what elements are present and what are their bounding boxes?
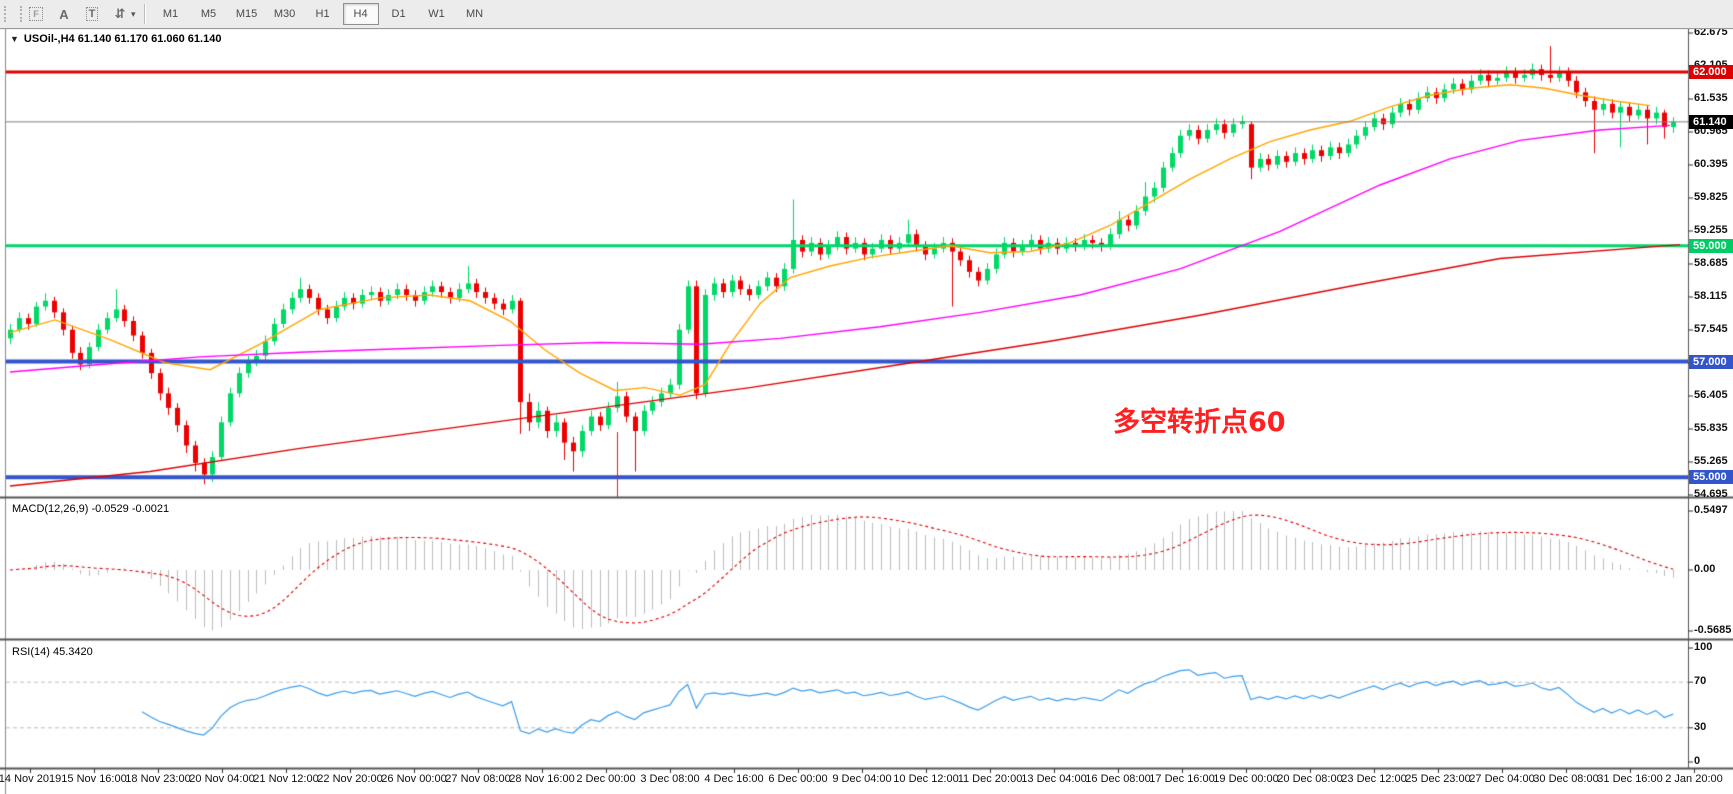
fibonacci-glyph: F <box>29 7 43 21</box>
text-box-tool-icon[interactable]: T <box>79 2 105 26</box>
date-label: 31 Dec 16:00 <box>1597 773 1663 785</box>
date-label: 16 Dec 08:00 <box>1085 773 1151 785</box>
date-label: 14 Nov 2019 <box>0 773 62 785</box>
price-tick-label: 61.535 <box>1694 91 1728 104</box>
price-tick-label: 62.675 <box>1694 26 1728 38</box>
toolbar-grip[interactable] <box>4 6 22 22</box>
price-tick-label: 56.405 <box>1694 388 1728 401</box>
date-label: 28 Nov 16:00 <box>509 773 575 785</box>
date-label: 18 Nov 23:00 <box>125 773 191 785</box>
symbol-dropdown-icon[interactable]: ▼ <box>10 34 19 44</box>
date-label: 20 Nov 04:00 <box>189 773 255 785</box>
date-label: 23 Dec 12:00 <box>1341 773 1407 785</box>
timeframe-button-m1[interactable]: M1 <box>162 8 179 20</box>
date-label: 21 Nov 12:00 <box>253 773 319 785</box>
date-label: 17 Dec 16:00 <box>1149 773 1215 785</box>
timeframe-group: M1 M5 M15 M30 H1 H4 D1 W1 MN <box>152 3 494 25</box>
price-badge-61.140: 61.140 <box>1689 114 1733 129</box>
macd-tick-label: 0.5497 <box>1694 504 1728 517</box>
chart-title-row: ▼ USOil-,H4 61.140 61.170 61.060 61.140 <box>10 33 221 45</box>
date-label: 15 Nov 16:00 <box>61 773 127 785</box>
date-label: 27 Nov 08:00 <box>445 773 511 785</box>
timeframe-button-mn[interactable]: MN <box>465 8 484 20</box>
rsi-tick-label: 0 <box>1694 755 1701 767</box>
chart-text-annotation[interactable]: 多空转折点60 <box>1113 407 1286 438</box>
date-label: 19 Dec 00:00 <box>1213 773 1279 785</box>
date-label: 27 Dec 04:00 <box>1469 773 1535 785</box>
price-tick-label: 59.825 <box>1694 190 1728 203</box>
price-tick-label: 60.395 <box>1694 157 1728 170</box>
price-tick-label: 57.545 <box>1694 322 1728 335</box>
timeframe-button-m30[interactable]: M30 <box>273 8 296 20</box>
chart-title: USOil-,H4 61.140 61.170 61.060 61.140 <box>23 33 222 45</box>
date-label: 3 Dec 08:00 <box>640 773 700 785</box>
date-label: 26 Nov 00:00 <box>381 773 447 785</box>
macd-tick-label: 0.00 <box>1694 563 1716 575</box>
date-label: 2 Dec 00:00 <box>576 773 636 785</box>
rsi-indicator-label: RSI(14) 45.3420 <box>12 646 93 658</box>
price-tick-label: 54.695 <box>1694 487 1728 500</box>
timeframe-button-h4[interactable]: H4 <box>342 3 379 25</box>
arrow-tools-icon[interactable]: ⇵ <box>107 2 133 26</box>
macd-tick-label: -0.5685 <box>1694 624 1732 636</box>
toolbar-separator <box>143 4 146 24</box>
timeframe-button-m5[interactable]: M5 <box>200 8 217 20</box>
timeframe-button-h1[interactable]: H1 <box>315 8 330 20</box>
date-label: 9 Dec 04:00 <box>832 773 892 785</box>
date-label: 25 Dec 23:00 <box>1405 773 1471 785</box>
price-tick-label: 55.835 <box>1694 421 1728 434</box>
timeframe-button-m15[interactable]: M15 <box>235 8 258 20</box>
dropdown-caret-icon[interactable]: ▾ <box>131 8 136 19</box>
fibonacci-tool-icon[interactable]: F <box>23 2 49 26</box>
text-box-glyph: T <box>85 7 99 21</box>
macd-indicator-label: MACD(12,26,9) -0.0529 -0.0021 <box>12 503 170 515</box>
timeframe-button-w1[interactable]: W1 <box>428 8 445 20</box>
rsi-tick-label: 100 <box>1694 641 1713 653</box>
text-label-glyph: A <box>59 6 69 22</box>
price-tick-label: 58.685 <box>1694 256 1728 269</box>
price-tick-label: 59.255 <box>1694 223 1728 236</box>
price-badge-57.000: 57.000 <box>1689 354 1733 369</box>
date-label: 6 Dec 00:00 <box>768 773 828 785</box>
date-label: 10 Dec 12:00 <box>893 773 959 785</box>
text-label-tool-icon[interactable]: A <box>51 2 77 26</box>
date-label: 20 Dec 08:00 <box>1277 773 1343 785</box>
date-label: 22 Nov 20:00 <box>317 773 383 785</box>
arrow-tools-glyph: ⇵ <box>114 6 126 21</box>
date-label: 4 Dec 16:00 <box>704 773 764 785</box>
date-label: 11 Dec 20:00 <box>957 773 1023 785</box>
price-badge-55.000: 55.000 <box>1689 470 1733 485</box>
rsi-tick-label: 70 <box>1694 675 1707 688</box>
date-label: 13 Dec 04:00 <box>1021 773 1087 785</box>
price-badge-59.000: 59.000 <box>1689 238 1733 253</box>
toolbar: F A T ⇵ ▾ M1 M5 M15 M30 H1 H4 D1 W1 MN <box>0 0 1733 29</box>
timeframe-button-d1[interactable]: D1 <box>391 8 406 20</box>
price-tick-label: 55.265 <box>1694 454 1728 467</box>
date-label: 30 Dec 08:00 <box>1533 773 1599 785</box>
rsi-tick-label: 30 <box>1694 720 1707 733</box>
price-tick-label: 58.115 <box>1694 289 1728 302</box>
price-badge-62.000: 62.000 <box>1689 65 1733 80</box>
date-label: 2 Jan 20:00 <box>1665 773 1723 785</box>
